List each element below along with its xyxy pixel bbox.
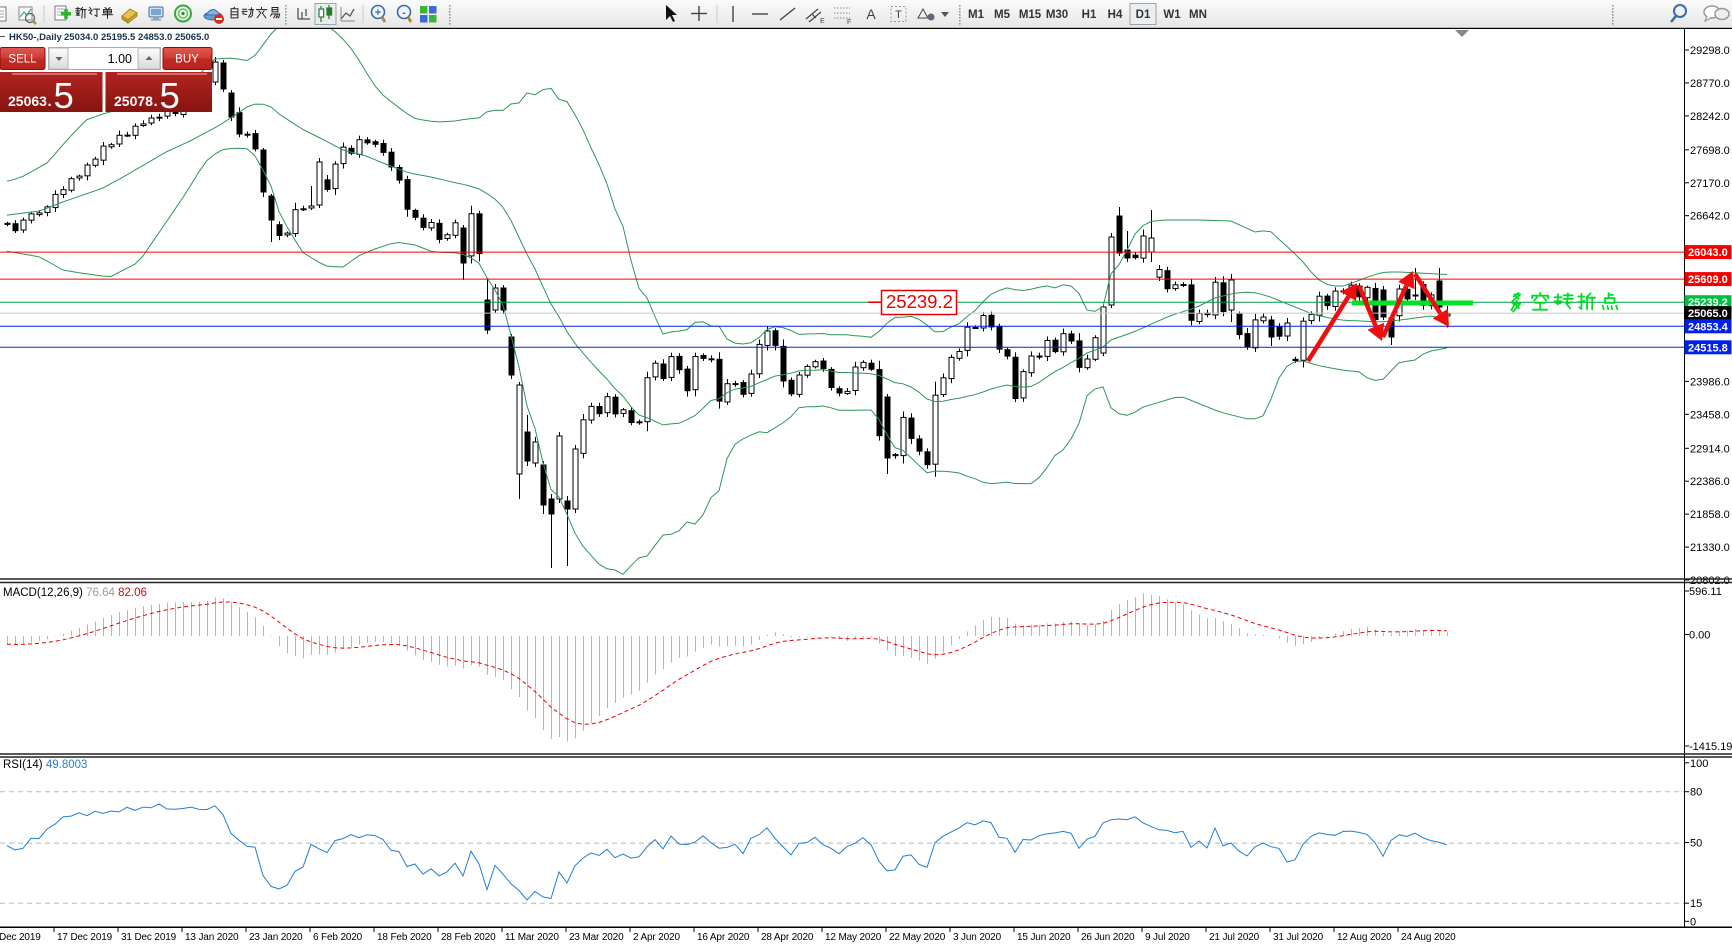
svg-text:+: + <box>375 7 381 19</box>
svg-text:31 Dec 2019: 31 Dec 2019 <box>121 932 177 943</box>
svg-text:5: 5 <box>160 75 180 116</box>
svg-text:W1: W1 <box>1163 9 1181 21</box>
svg-text:E: E <box>820 18 825 25</box>
svg-text:28770.0: 28770.0 <box>1690 78 1730 90</box>
svg-text:15 Jun 2020: 15 Jun 2020 <box>1017 932 1071 943</box>
svg-text:9 Dec 2019: 9 Dec 2019 <box>0 932 41 943</box>
svg-text:29298.0: 29298.0 <box>1690 45 1730 57</box>
svg-text:M5: M5 <box>994 9 1011 21</box>
svg-text:50: 50 <box>1690 838 1702 850</box>
svg-text:RSI(14) 49.8003: RSI(14) 49.8003 <box>3 759 87 771</box>
svg-text:HK50-,Daily: HK50-,Daily <box>9 32 63 43</box>
svg-text:22914.0: 22914.0 <box>1690 443 1730 455</box>
svg-text:23 Jan 2020: 23 Jan 2020 <box>249 932 303 943</box>
svg-text:0: 0 <box>1690 916 1696 928</box>
svg-text:31 Jul 2020: 31 Jul 2020 <box>1273 932 1324 943</box>
svg-text:28 Feb 2020: 28 Feb 2020 <box>441 932 496 943</box>
svg-text:15: 15 <box>1690 898 1702 910</box>
svg-text:D1: D1 <box>1136 9 1151 21</box>
svg-text:26043.0: 26043.0 <box>1688 247 1728 259</box>
svg-text:M1: M1 <box>968 9 985 21</box>
svg-text:25239.2: 25239.2 <box>886 291 953 312</box>
svg-text:0.00: 0.00 <box>1689 630 1710 642</box>
svg-text:22 May 2020: 22 May 2020 <box>889 932 946 943</box>
svg-text:11 Mar 2020: 11 Mar 2020 <box>505 932 559 943</box>
svg-text:27698.0: 27698.0 <box>1690 145 1730 157</box>
svg-text:28 Apr 2020: 28 Apr 2020 <box>761 932 814 943</box>
svg-text:.: . <box>154 93 158 110</box>
svg-text:M15: M15 <box>1019 9 1042 21</box>
svg-text:.: . <box>48 93 52 110</box>
svg-text:25063: 25063 <box>8 93 47 109</box>
svg-text:M30: M30 <box>1046 9 1068 21</box>
svg-text:25065.0: 25065.0 <box>1688 308 1728 320</box>
svg-text:H1: H1 <box>1082 9 1097 21</box>
svg-text:12 Aug 2020: 12 Aug 2020 <box>1337 932 1392 943</box>
svg-text:-: - <box>402 7 406 19</box>
svg-text:27170.0: 27170.0 <box>1690 178 1730 190</box>
svg-text:21858.0: 21858.0 <box>1690 509 1730 521</box>
svg-text:21330.0: 21330.0 <box>1690 542 1730 554</box>
svg-text:BUY: BUY <box>175 54 199 66</box>
svg-text:T: T <box>895 9 902 21</box>
svg-text:18 Feb 2020: 18 Feb 2020 <box>377 932 432 943</box>
svg-text:-1415.19: -1415.19 <box>1689 741 1732 753</box>
svg-text:23458.0: 23458.0 <box>1690 409 1730 421</box>
svg-text:5: 5 <box>54 75 74 116</box>
svg-text:16 Apr 2020: 16 Apr 2020 <box>697 932 750 943</box>
svg-text:9 Jul 2020: 9 Jul 2020 <box>1145 932 1190 943</box>
svg-text:22386.0: 22386.0 <box>1690 476 1730 488</box>
svg-text:80: 80 <box>1690 787 1702 799</box>
svg-text:SELL: SELL <box>8 54 37 66</box>
svg-text:24515.8: 24515.8 <box>1688 342 1728 354</box>
svg-text:28242.0: 28242.0 <box>1690 111 1730 123</box>
svg-text:MACD(12,26,9) 76.64 82.06: MACD(12,26,9) 76.64 82.06 <box>3 587 147 599</box>
svg-text:6 Feb 2020: 6 Feb 2020 <box>313 932 363 943</box>
svg-text:25078: 25078 <box>114 93 153 109</box>
svg-text:25609.0: 25609.0 <box>1688 274 1728 286</box>
svg-text:F: F <box>847 19 851 26</box>
svg-text:23 Mar 2020: 23 Mar 2020 <box>569 932 624 943</box>
svg-text:20802.0: 20802.0 <box>1690 575 1730 587</box>
svg-text:24853.4: 24853.4 <box>1688 321 1729 333</box>
svg-text:25034.0 25195.5 24853.0 25065.: 25034.0 25195.5 24853.0 25065.0 <box>64 32 209 43</box>
svg-text:26642.0: 26642.0 <box>1690 211 1730 223</box>
svg-text:17 Dec 2019: 17 Dec 2019 <box>57 932 113 943</box>
svg-text:MN: MN <box>1189 9 1207 21</box>
svg-text:24 Aug 2020: 24 Aug 2020 <box>1401 932 1456 943</box>
svg-text:2 Apr 2020: 2 Apr 2020 <box>633 932 680 943</box>
svg-text:100: 100 <box>1690 758 1708 770</box>
svg-text:23986.0: 23986.0 <box>1690 376 1730 388</box>
svg-text:H4: H4 <box>1108 9 1123 21</box>
svg-text:3 Jun 2020: 3 Jun 2020 <box>953 932 1002 943</box>
svg-text:12 May 2020: 12 May 2020 <box>825 932 882 943</box>
svg-text:26 Jun 2020: 26 Jun 2020 <box>1081 932 1135 943</box>
svg-text:596.11: 596.11 <box>1689 586 1722 598</box>
svg-text:A: A <box>866 6 876 22</box>
svg-text:13 Jan 2020: 13 Jan 2020 <box>185 932 239 943</box>
svg-text:1.00: 1.00 <box>108 52 132 66</box>
svg-text:21 Jul 2020: 21 Jul 2020 <box>1209 932 1260 943</box>
